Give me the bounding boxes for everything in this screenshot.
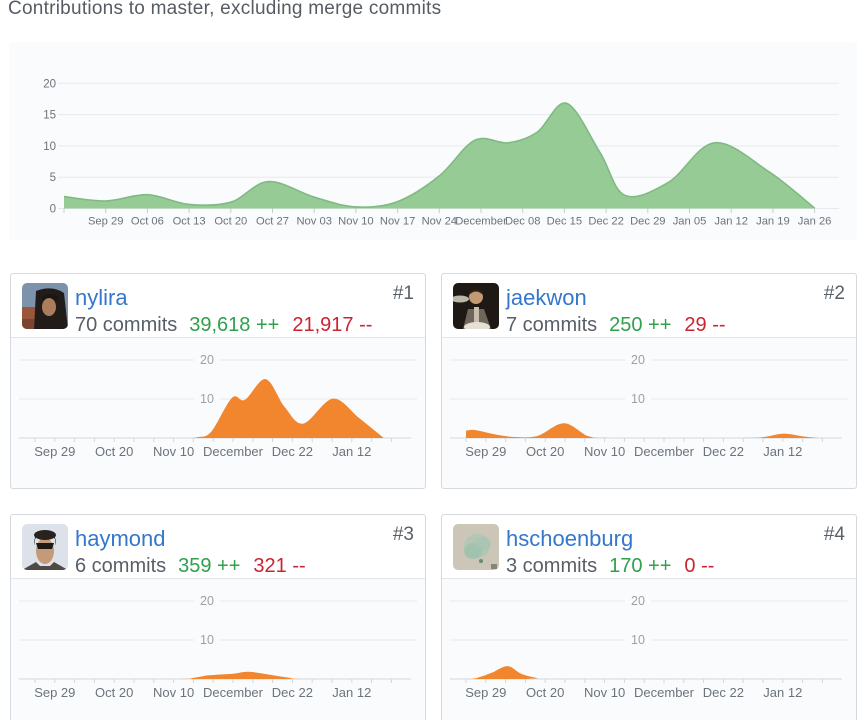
svg-text:Nov 10: Nov 10	[153, 685, 194, 700]
svg-text:15: 15	[43, 110, 56, 122]
svg-text:20: 20	[200, 353, 214, 367]
svg-text:Dec 22: Dec 22	[272, 444, 313, 459]
svg-text:20: 20	[631, 353, 645, 367]
svg-text:Nov 03: Nov 03	[296, 216, 331, 228]
svg-text:Dec 08: Dec 08	[505, 216, 540, 228]
svg-text:Dec 22: Dec 22	[272, 685, 313, 700]
svg-text:Sep 29: Sep 29	[88, 216, 123, 228]
svg-text:20: 20	[631, 594, 645, 608]
svg-text:Nov 10: Nov 10	[338, 216, 373, 228]
svg-text:Oct 20: Oct 20	[214, 216, 247, 228]
svg-text:Dec 15: Dec 15	[547, 216, 582, 228]
svg-text:Dec 22: Dec 22	[703, 444, 744, 459]
svg-text:Nov 17: Nov 17	[380, 216, 415, 228]
svg-text:20: 20	[200, 594, 214, 608]
svg-text:10: 10	[43, 141, 56, 153]
svg-text:December: December	[634, 685, 695, 700]
svg-text:Jan 05: Jan 05	[673, 216, 707, 228]
svg-text:Jan 12: Jan 12	[763, 444, 802, 459]
svg-text:Nov 10: Nov 10	[584, 685, 625, 700]
svg-text:10: 10	[200, 392, 214, 406]
svg-text:5: 5	[50, 172, 56, 184]
svg-text:December: December	[634, 444, 695, 459]
svg-text:Jan 12: Jan 12	[714, 216, 748, 228]
svg-text:Jan 12: Jan 12	[332, 444, 371, 459]
svg-text:Nov 10: Nov 10	[584, 444, 625, 459]
svg-text:Dec 29: Dec 29	[630, 216, 665, 228]
svg-text:Sep 29: Sep 29	[465, 444, 506, 459]
svg-text:Oct 20: Oct 20	[95, 685, 133, 700]
svg-text:Jan 26: Jan 26	[798, 216, 832, 228]
svg-text:10: 10	[200, 633, 214, 647]
svg-text:Dec 22: Dec 22	[588, 216, 623, 228]
svg-text:Oct 13: Oct 13	[173, 216, 206, 228]
svg-text:Dec 22: Dec 22	[703, 685, 744, 700]
svg-text:Sep 29: Sep 29	[465, 685, 506, 700]
svg-text:Oct 27: Oct 27	[256, 216, 289, 228]
svg-text:Oct 20: Oct 20	[95, 444, 133, 459]
svg-text:Nov 10: Nov 10	[153, 444, 194, 459]
svg-text:December: December	[203, 444, 264, 459]
svg-text:Sep 29: Sep 29	[34, 685, 75, 700]
svg-text:Sep 29: Sep 29	[34, 444, 75, 459]
svg-text:Oct 06: Oct 06	[131, 216, 164, 228]
svg-text:Oct 20: Oct 20	[526, 444, 564, 459]
svg-text:Jan 19: Jan 19	[756, 216, 790, 228]
svg-text:Jan 12: Jan 12	[763, 685, 802, 700]
svg-text:10: 10	[631, 633, 645, 647]
svg-text:Jan 12: Jan 12	[332, 685, 371, 700]
svg-text:0: 0	[50, 204, 56, 216]
svg-text:December: December	[203, 685, 264, 700]
svg-text:December: December	[455, 216, 507, 228]
svg-text:Oct 20: Oct 20	[526, 685, 564, 700]
svg-text:Nov 24: Nov 24	[422, 216, 457, 228]
svg-text:10: 10	[631, 392, 645, 406]
svg-text:20: 20	[43, 78, 56, 90]
